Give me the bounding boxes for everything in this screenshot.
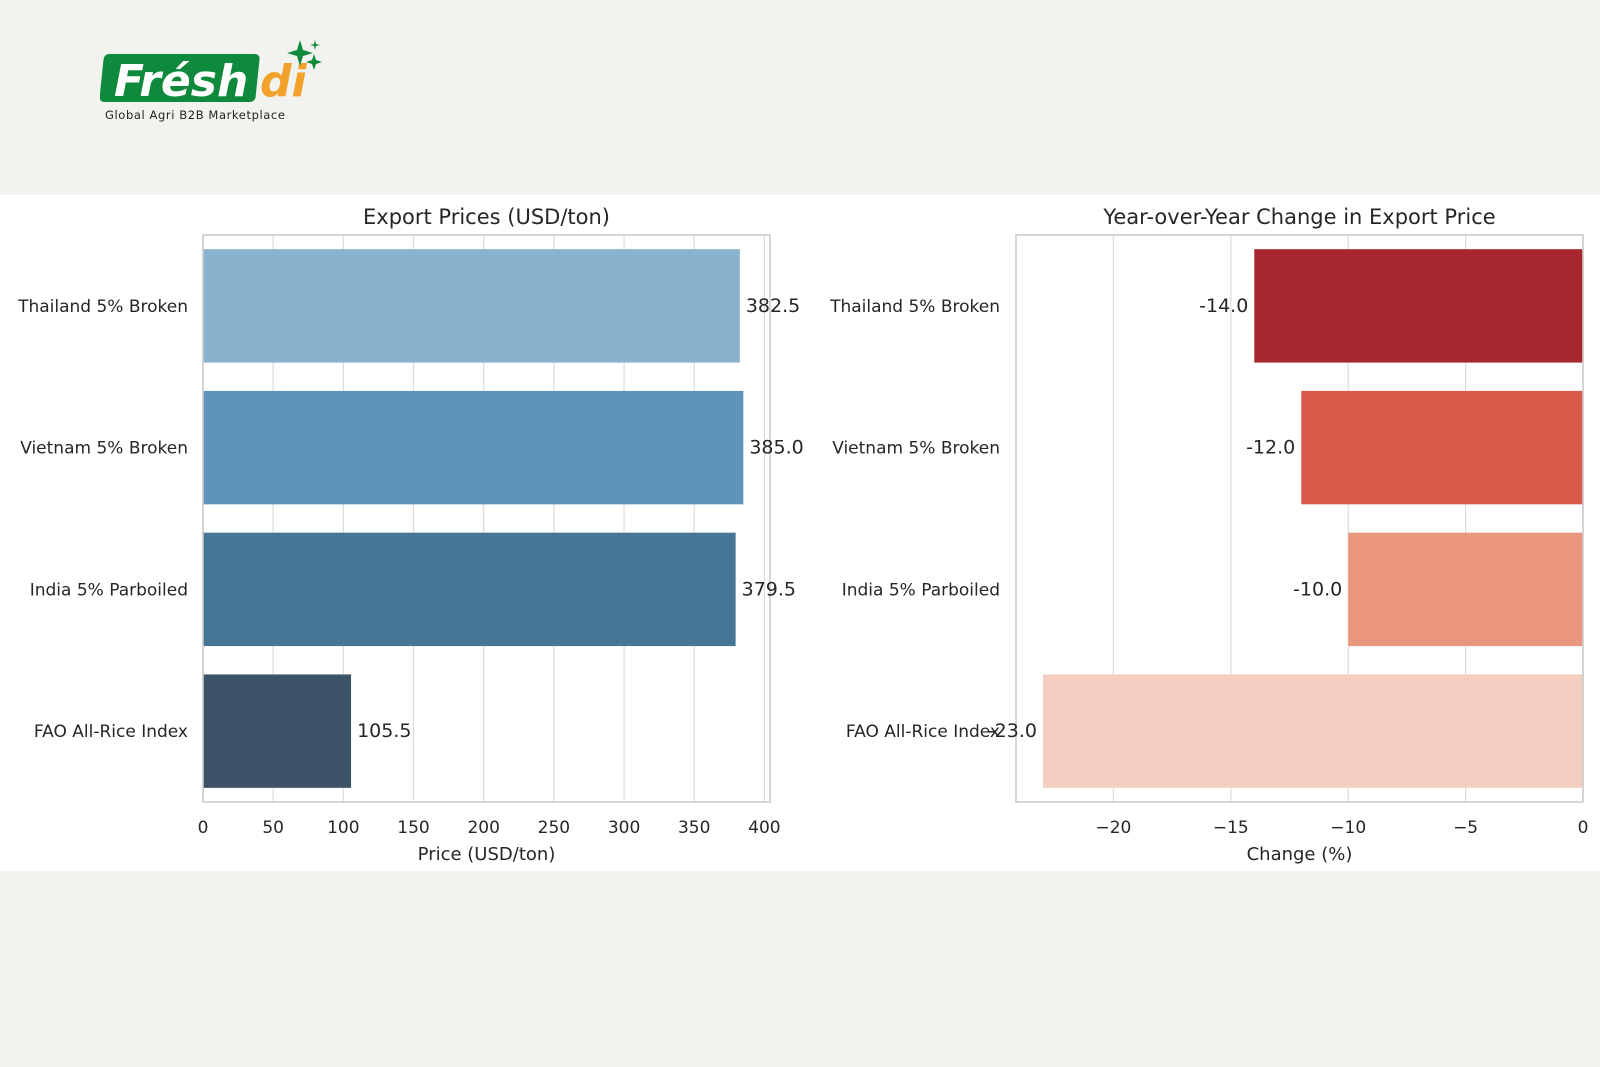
yoy-change-value-label: -23.0	[988, 720, 1037, 742]
export-prices-xtick-label: 200	[467, 818, 499, 838]
yoy-change-category-label: FAO All-Rice Index	[846, 722, 1000, 742]
yoy-change-frame	[1015, 234, 1584, 803]
logo-tagline: Global Agri B2B Marketplace	[105, 108, 286, 122]
yoy-change-category-label: Vietnam 5% Broken	[832, 439, 1000, 459]
export-prices-bar	[203, 674, 352, 788]
yoy-change-title: Year-over-Year Change in Export Price	[1102, 205, 1495, 229]
export-prices-value-label: 385.0	[749, 437, 803, 459]
sparkle-small-icon	[306, 54, 322, 70]
yoy-change-xtick-label: −5	[1453, 818, 1478, 838]
yoy-change-bar	[1043, 674, 1583, 788]
export-prices-category-label: Thailand 5% Broken	[17, 297, 188, 317]
export-prices-xtick-label: 300	[608, 818, 640, 838]
yoy-change-category-label: India 5% Parboiled	[842, 580, 1000, 600]
sparkle-icon	[287, 40, 313, 66]
sparkle-tiny-icon	[310, 40, 320, 50]
export-prices-xtick-label: 250	[538, 818, 570, 838]
export-prices-xtick-label: 100	[327, 818, 359, 838]
yoy-change-bar	[1348, 532, 1583, 647]
yoy-change-value-label: -14.0	[1199, 295, 1248, 317]
logo-badge	[99, 54, 260, 102]
export-prices-bar	[203, 390, 744, 505]
export-prices-category-label: India 5% Parboiled	[30, 580, 188, 600]
export-prices-value-label: 382.5	[746, 295, 800, 317]
export-prices-value-label: 105.5	[357, 720, 411, 742]
yoy-change-bar	[1254, 249, 1583, 363]
chart-panel: Thailand 5% Broken Vietnam 5% Broken India…	[0, 195, 1600, 871]
yoy-change-xtick-label: 0	[1578, 818, 1589, 838]
yoy-change-value-label: -10.0	[1293, 578, 1342, 600]
export-prices-category-label: Vietnam 5% Broken	[20, 439, 188, 459]
export-prices-bar	[203, 249, 740, 363]
logo-wordmark-fresh: Frésh	[114, 56, 248, 107]
charts-svg: Thailand 5% Broken Vietnam 5% Broken India…	[17, 205, 1589, 865]
yoy-change-value-label: -12.0	[1246, 437, 1295, 459]
yoy-change-xtick-label: −15	[1213, 818, 1249, 838]
export-prices-xtick-label: 400	[748, 818, 780, 838]
export-prices-xtick-label: 350	[678, 818, 710, 838]
yoy-change-bar	[1301, 390, 1583, 505]
export-prices-xtick-label: 50	[262, 818, 284, 838]
yoy-change-category-label: Thailand 5% Broken	[829, 297, 1000, 317]
logo-graphic: Frésh di Global Agri B2B Marketplace	[99, 40, 322, 122]
yoy-change-xlabel: Change (%)	[1247, 844, 1353, 865]
yoy-change-xtick-label: −10	[1330, 818, 1366, 838]
export-prices-title: Export Prices (USD/ton)	[363, 205, 610, 229]
export-prices-category-label: FAO All-Rice Index	[34, 722, 188, 742]
freshdi-logo: Frésh di Global Agri B2B Marketplace	[99, 36, 340, 130]
export-prices-bar	[203, 532, 736, 647]
yoy-change-xtick-label: −20	[1095, 818, 1131, 838]
export-prices-xtick-label: 150	[397, 818, 429, 838]
export-prices-value-label: 379.5	[742, 578, 796, 600]
export-prices-xtick-label: 0	[198, 818, 209, 838]
export-prices-xlabel: Price (USD/ton)	[418, 844, 556, 865]
export-prices-frame	[202, 234, 771, 803]
